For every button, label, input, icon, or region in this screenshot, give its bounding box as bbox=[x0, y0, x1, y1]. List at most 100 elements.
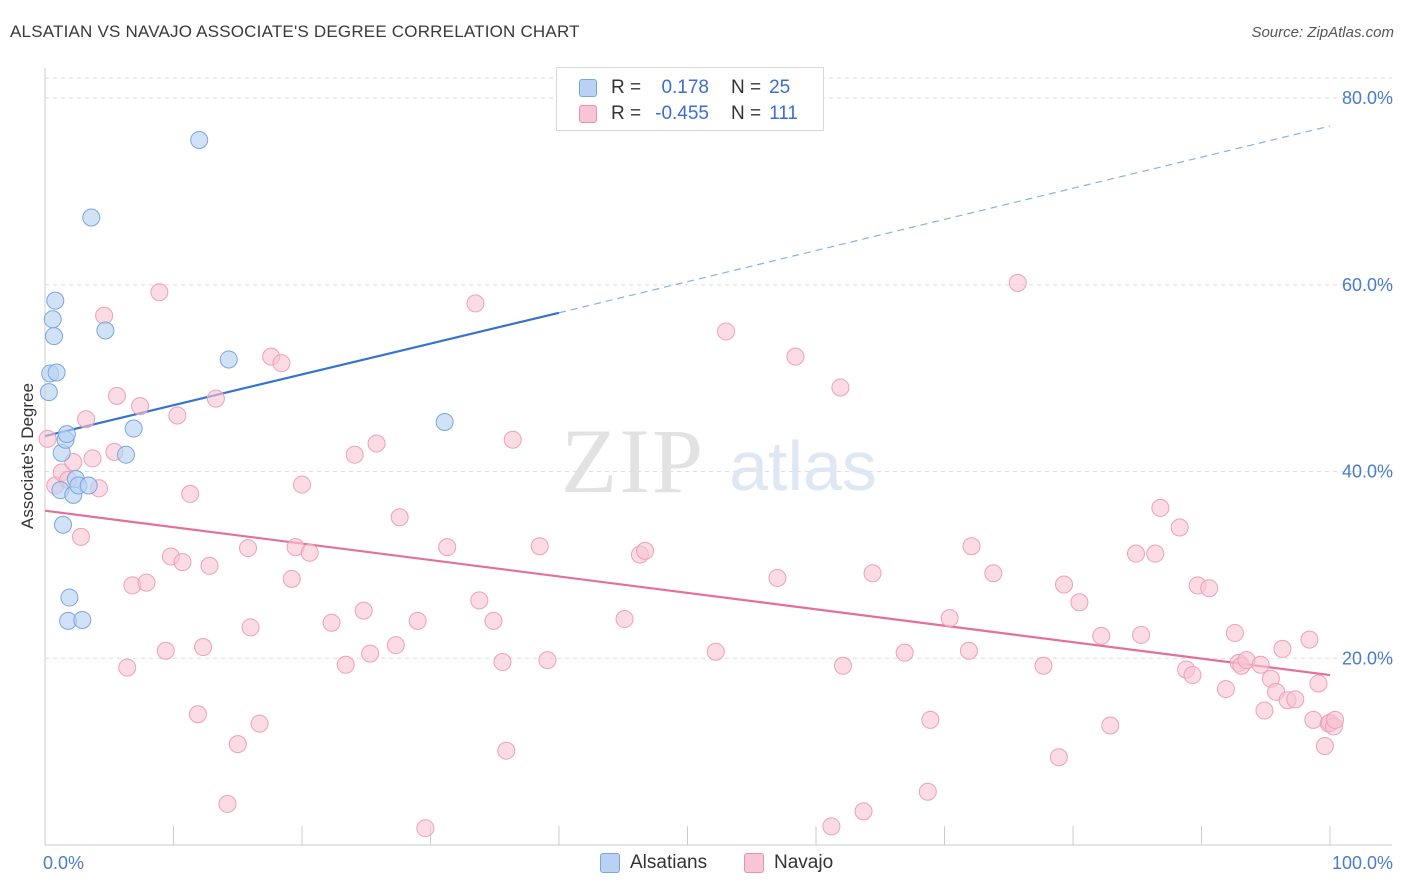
navajo-swatch bbox=[744, 853, 764, 873]
alsatian-point bbox=[44, 327, 63, 346]
gridlines bbox=[45, 77, 1392, 659]
legend-n-label: N = bbox=[731, 103, 762, 124]
navajo-point bbox=[137, 573, 156, 592]
navajo-point bbox=[38, 429, 57, 448]
navajo-point bbox=[386, 636, 405, 655]
navajo-point bbox=[833, 656, 852, 675]
navajo-point bbox=[131, 397, 150, 416]
chart-title: ALSATIAN VS NAVAJO ASSOCIATE'S DEGREE CO… bbox=[10, 22, 580, 41]
navajo-point bbox=[1309, 674, 1328, 693]
legend-r-value: -0.455 bbox=[655, 103, 709, 124]
legend-n-label: N = bbox=[731, 77, 762, 98]
alsatian-point bbox=[79, 476, 98, 495]
navajo-point bbox=[206, 389, 225, 408]
trend-lines bbox=[44, 125, 1331, 677]
navajo-point bbox=[118, 658, 137, 677]
navajo-point bbox=[416, 819, 435, 838]
navajo-point bbox=[895, 643, 914, 662]
legend-swatch-blue bbox=[579, 79, 597, 97]
navajo-point bbox=[1146, 544, 1165, 563]
tick-labels: 20.0% 40.0% 60.0% 80.0% 0.0% 100.0% bbox=[43, 88, 1393, 873]
navajo-point bbox=[438, 538, 457, 557]
navajo-point bbox=[484, 611, 503, 630]
navajo-point bbox=[530, 537, 549, 556]
navajo-point bbox=[962, 537, 981, 556]
alsatian-point bbox=[96, 321, 115, 340]
navajo-trend-line bbox=[44, 509, 1331, 677]
legend-item-navajo[interactable]: Navajo bbox=[744, 852, 833, 874]
navajo-point bbox=[77, 410, 96, 429]
legend-row-navajo: R = -0.455 N = 111 bbox=[579, 101, 798, 127]
navajo-point bbox=[367, 434, 386, 453]
navajo-point bbox=[361, 644, 380, 663]
navajo-point bbox=[1070, 593, 1089, 612]
navajo-point bbox=[538, 651, 557, 670]
alsatians-trend-line bbox=[44, 311, 560, 438]
navajo-point bbox=[1286, 690, 1305, 709]
navajo-point bbox=[218, 794, 237, 813]
navajo-point bbox=[1151, 498, 1170, 517]
navajo-point bbox=[636, 541, 655, 560]
y-tick-label: 60.0% bbox=[1342, 275, 1393, 295]
navajo-point bbox=[1055, 575, 1074, 594]
alsatian-point bbox=[219, 350, 238, 369]
navajo-point bbox=[107, 386, 126, 405]
navajo-point bbox=[1225, 624, 1244, 643]
navajo-point bbox=[706, 642, 725, 661]
navajo-point bbox=[854, 802, 873, 821]
legend-item-alsatians[interactable]: Alsatians bbox=[600, 852, 707, 874]
navajo-point bbox=[150, 283, 169, 302]
alsatian-point bbox=[82, 208, 101, 227]
navajo-point bbox=[503, 430, 522, 449]
navajo-point bbox=[1326, 710, 1345, 729]
alsatian-point bbox=[190, 131, 209, 150]
navajo-point bbox=[336, 655, 355, 674]
legend-swatch-pink bbox=[579, 105, 597, 123]
navajo-point bbox=[250, 714, 269, 733]
navajo-point bbox=[282, 569, 301, 588]
navajo-point bbox=[822, 817, 841, 836]
navajo-point bbox=[83, 449, 102, 468]
navajo-label: Navajo bbox=[774, 852, 834, 873]
alsatian-point bbox=[124, 419, 143, 438]
navajo-point bbox=[863, 564, 882, 583]
legend-row-alsatians: R = 0.178 N = 25 bbox=[579, 75, 790, 101]
navajo-point bbox=[181, 484, 200, 503]
navajo-point bbox=[1049, 748, 1068, 767]
navajo-point bbox=[1304, 710, 1323, 729]
alsatian-point bbox=[46, 291, 65, 310]
alsatians-swatch bbox=[600, 853, 620, 873]
navajo-point bbox=[921, 710, 940, 729]
navajo-point bbox=[466, 294, 485, 313]
navajo-point bbox=[831, 378, 850, 397]
alsatian-point bbox=[60, 588, 79, 607]
alsatians-label: Alsatians bbox=[630, 852, 708, 873]
x-tick-label-min: 0.0% bbox=[43, 853, 84, 873]
alsatian-point bbox=[73, 610, 92, 629]
navajo-point bbox=[408, 611, 427, 630]
navajo-point bbox=[768, 568, 787, 587]
navajo-point bbox=[194, 638, 213, 657]
axes bbox=[44, 68, 1392, 846]
navajo-point bbox=[228, 735, 247, 754]
navajo-point bbox=[1034, 656, 1053, 675]
navajo-point bbox=[200, 556, 219, 575]
navajo-point bbox=[493, 652, 512, 671]
legend-r-value: 0.178 bbox=[661, 77, 709, 98]
navajo-point bbox=[1183, 666, 1202, 685]
alsatian-point bbox=[57, 425, 76, 444]
legend-n-value: 25 bbox=[769, 77, 791, 98]
alsatian-point bbox=[47, 363, 66, 382]
navajo-point bbox=[1200, 579, 1219, 598]
navajo-point bbox=[293, 475, 311, 494]
alsatian-point bbox=[39, 383, 58, 402]
alsatian-point bbox=[43, 310, 62, 329]
navajo-point bbox=[940, 609, 959, 628]
navajo-point bbox=[188, 705, 207, 724]
navajo-point bbox=[1251, 655, 1270, 674]
alsatian-point bbox=[53, 515, 72, 534]
navajo-point bbox=[1092, 626, 1111, 645]
alsatians-trend-extension bbox=[558, 125, 1331, 314]
navajo-points bbox=[38, 273, 1345, 838]
